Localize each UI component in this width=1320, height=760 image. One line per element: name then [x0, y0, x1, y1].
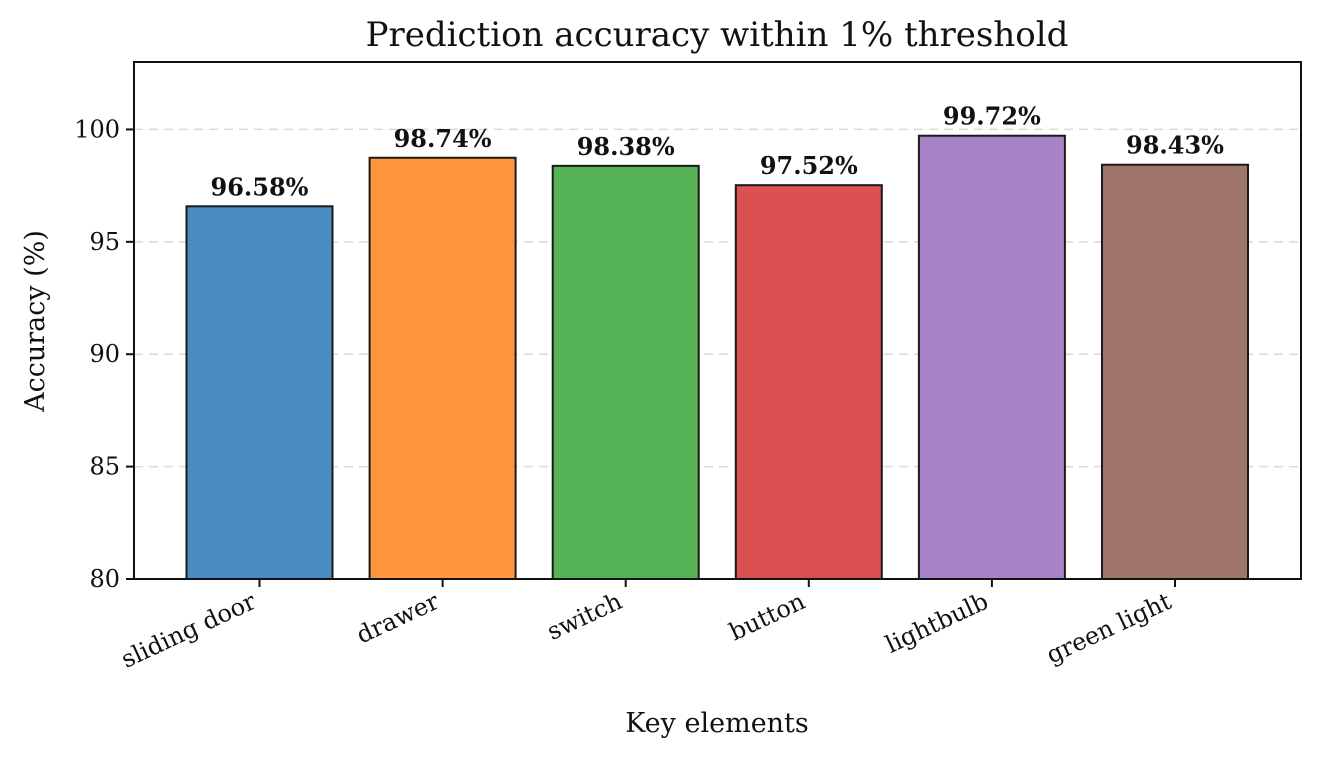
y-axis-title: Accuracy (%) — [20, 230, 51, 413]
data-label: 98.74% — [394, 124, 492, 153]
x-tick-label: switch — [543, 587, 627, 646]
data-label: 99.72% — [943, 102, 1041, 131]
plot-frame — [133, 61, 1302, 580]
bar-lightbulb — [917, 134, 1066, 580]
y-tick-label: 85 — [89, 453, 120, 481]
chart-title: Prediction accuracy within 1% threshold — [366, 15, 1069, 55]
y-axis: 80 85 90 95 100 — [74, 115, 134, 593]
data-labels: 96.58% 98.74% 98.38% 97.52% 99.72% 98.43% — [211, 102, 1225, 202]
x-tick-label: lightbulb — [881, 587, 992, 659]
data-label: 98.38% — [577, 132, 675, 161]
x-axis-title: Key elements — [625, 708, 809, 739]
y-tick-label: 80 — [89, 565, 120, 593]
bar-button — [734, 184, 883, 580]
x-tick-label: green light — [1042, 587, 1176, 669]
bar-switch — [551, 164, 700, 580]
x-tick-label: button — [725, 587, 809, 646]
data-label: 96.58% — [211, 172, 309, 201]
x-tick-label: drawer — [352, 587, 443, 650]
y-tick-label: 100 — [74, 115, 120, 143]
bar-sliding-door — [185, 205, 334, 581]
x-tick-label: sliding door — [117, 587, 261, 674]
bar-green-light — [1101, 163, 1249, 580]
y-tick-label: 90 — [89, 340, 120, 368]
x-axis: sliding door drawer switch button lightbulb g… — [117, 579, 1176, 674]
y-tick-label: 95 — [89, 228, 120, 256]
data-label: 98.43% — [1126, 131, 1224, 160]
bar-drawer — [368, 156, 517, 580]
data-label: 97.52% — [760, 151, 858, 180]
bars — [185, 134, 1249, 581]
